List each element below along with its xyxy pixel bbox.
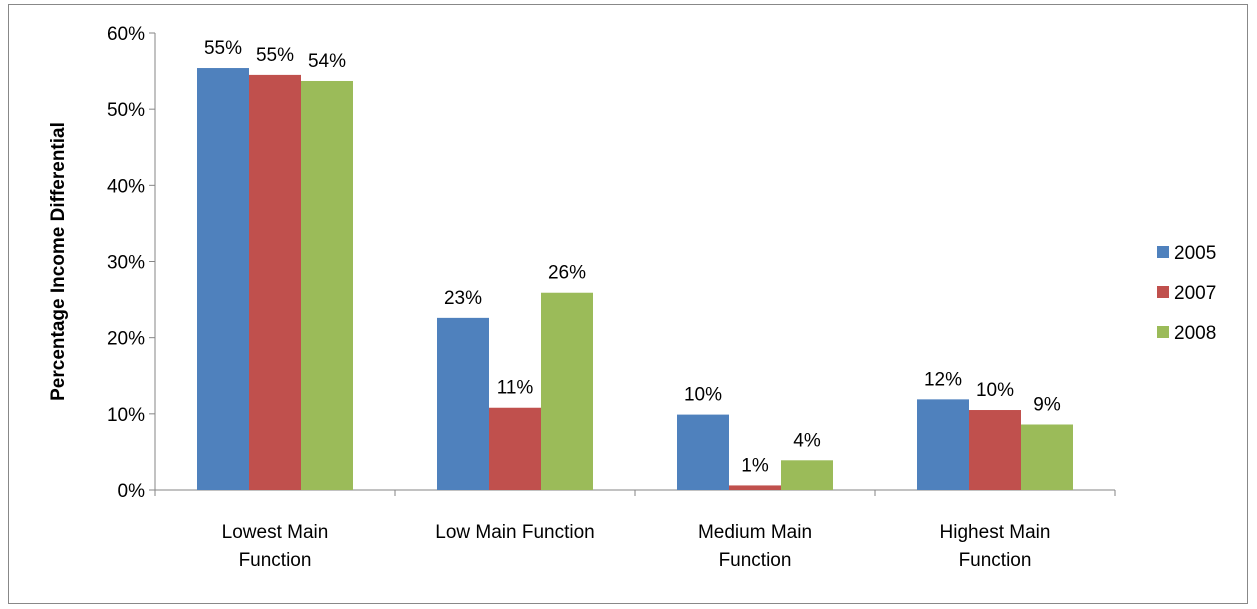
bar-2007-0 bbox=[249, 74, 301, 491]
category-label: Low Main Function bbox=[435, 522, 594, 543]
legend-swatch-2007 bbox=[1157, 286, 1169, 298]
category-label: Medium Main bbox=[698, 522, 812, 543]
category-label: Function bbox=[239, 550, 312, 571]
bar-2007-2 bbox=[729, 485, 781, 490]
data-label: 11% bbox=[497, 378, 534, 399]
bar-2007-3 bbox=[969, 410, 1021, 490]
data-label: 26% bbox=[548, 263, 586, 284]
bar-2008-2 bbox=[781, 460, 833, 490]
data-label: 54% bbox=[308, 51, 346, 72]
bar-2008-3 bbox=[1021, 424, 1073, 490]
legend-label: 2007 bbox=[1174, 283, 1216, 304]
legend-label: 2005 bbox=[1174, 243, 1216, 264]
data-label: 9% bbox=[1033, 394, 1061, 415]
y-tick-label: 10% bbox=[107, 405, 145, 426]
data-label: 12% bbox=[924, 369, 962, 390]
y-tick-label: 0% bbox=[118, 481, 146, 502]
bar-2007-1 bbox=[489, 407, 541, 490]
bar-2008-1 bbox=[541, 292, 593, 490]
category-label: Function bbox=[959, 550, 1032, 571]
bar-2005-1 bbox=[437, 317, 489, 490]
y-tick-label: 40% bbox=[107, 176, 145, 197]
legend-swatch-2008 bbox=[1157, 326, 1169, 338]
data-label: 10% bbox=[684, 385, 722, 406]
data-label: 10% bbox=[976, 380, 1014, 401]
bar-2008-0 bbox=[301, 80, 353, 491]
y-tick-label: 60% bbox=[107, 24, 145, 45]
bar-2005-2 bbox=[677, 414, 729, 490]
data-label: 55% bbox=[256, 45, 294, 66]
data-label: 55% bbox=[204, 38, 242, 59]
bar-2005-0 bbox=[197, 68, 249, 490]
y-tick-label: 20% bbox=[107, 329, 145, 350]
category-label: Highest Main bbox=[940, 522, 1051, 543]
data-label: 4% bbox=[793, 430, 821, 451]
data-label: 1% bbox=[741, 455, 769, 476]
y-tick-label: 30% bbox=[107, 253, 145, 274]
y-axis-title: Percentage Income Differential bbox=[48, 122, 69, 401]
category-label: Function bbox=[719, 550, 792, 571]
legend-label: 2008 bbox=[1174, 323, 1216, 344]
data-label: 23% bbox=[444, 288, 482, 309]
y-tick-label: 50% bbox=[107, 100, 145, 121]
legend-swatch-2005 bbox=[1157, 246, 1169, 258]
category-label: Lowest Main bbox=[222, 522, 329, 543]
bar-2005-3 bbox=[917, 399, 969, 490]
